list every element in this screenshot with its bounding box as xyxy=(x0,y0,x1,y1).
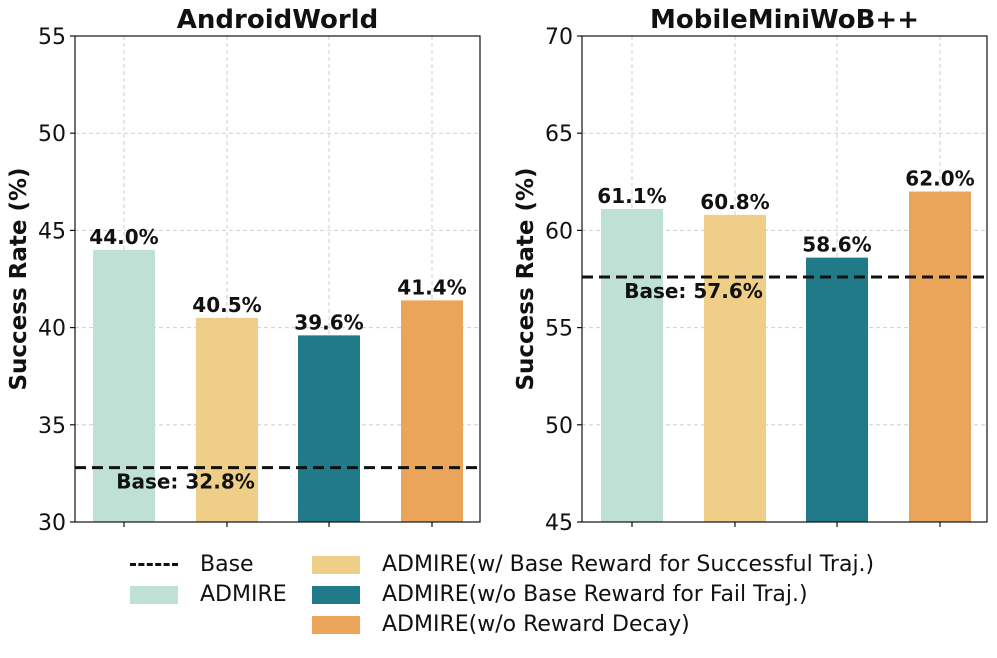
bar xyxy=(196,317,258,522)
y-tick-label: 30 xyxy=(38,511,66,536)
legend-swatch xyxy=(312,555,360,574)
y-axis-label: Success Rate (%) xyxy=(513,167,539,390)
value-label: 41.4% xyxy=(397,275,466,299)
legend-item-no-base-reward-fail: ADMIRE(w/o Base Reward for Fail Traj.) xyxy=(312,582,808,607)
y-tick-label: 55 xyxy=(38,25,66,50)
bar xyxy=(298,335,360,522)
legend-label: ADMIRE xyxy=(200,582,287,607)
y-tick-label: 45 xyxy=(38,219,66,244)
y-tick-label: 50 xyxy=(545,414,573,439)
legend-swatch xyxy=(130,585,178,604)
legend-label: ADMIRE(w/ Base Reward for Successful Tra… xyxy=(382,552,875,577)
legend-item-admire: ADMIRE xyxy=(130,582,287,607)
legend-dash-swatch xyxy=(130,563,178,566)
value-label: 60.8% xyxy=(700,190,769,214)
legend-label: ADMIRE(w/o Base Reward for Fail Traj.) xyxy=(382,582,808,607)
bar xyxy=(806,257,868,522)
chart-panel-1: 44.0% 40.5% 39.6% 41.4% Base: 32.8% 30 35 40 45 5… xyxy=(6,5,481,536)
bar xyxy=(704,214,766,522)
y-tick-label: 50 xyxy=(38,122,66,147)
legend-item-base-reward-success: ADMIRE(w/ Base Reward for Successful Tra… xyxy=(312,552,874,577)
y-tick-label: 65 xyxy=(545,122,573,147)
bar xyxy=(401,300,463,522)
baseline-label: Base: 57.6% xyxy=(624,279,763,303)
value-label: 39.6% xyxy=(294,310,363,334)
value-label: 58.6% xyxy=(802,233,871,257)
chart-panel-2: 61.1% 60.8% 58.6% 62.0% Base: 57.6% 45 50 55 60 6… xyxy=(513,5,988,536)
bar xyxy=(93,249,155,522)
figure: 44.0% 40.5% 39.6% 41.4% Base: 32.8% 30 35 40 45 5… xyxy=(6,5,988,536)
y-tick-label: 35 xyxy=(38,414,66,439)
y-tick-label: 40 xyxy=(38,317,66,342)
legend: Base ADMIRE ADMIRE(w/ Base Reward for Su… xyxy=(0,548,997,658)
value-label: 61.1% xyxy=(597,184,666,208)
y-tick-label: 70 xyxy=(545,25,573,50)
legend-swatch xyxy=(312,585,360,604)
value-label: 62.0% xyxy=(905,167,974,191)
y-axis-label: Success Rate (%) xyxy=(6,167,32,390)
axes-frame xyxy=(74,35,481,523)
value-label: 40.5% xyxy=(192,293,261,317)
legend-swatch xyxy=(312,615,360,634)
baseline-label: Base: 32.8% xyxy=(116,470,255,494)
chart-title: MobileMiniWoB++ xyxy=(650,5,919,35)
legend-item-no-reward-decay: ADMIRE(w/o Reward Decay) xyxy=(312,612,690,637)
bar xyxy=(909,191,971,522)
chart-title: AndroidWorld xyxy=(177,5,378,35)
bar xyxy=(601,209,663,523)
legend-label: ADMIRE(w/o Reward Decay) xyxy=(382,612,690,637)
axes-frame xyxy=(581,35,988,523)
y-tick-label: 60 xyxy=(545,219,573,244)
legend-item-base: Base xyxy=(130,552,254,577)
y-tick-label: 55 xyxy=(545,317,573,342)
legend-label-base: Base xyxy=(200,552,254,577)
y-tick-label: 45 xyxy=(545,511,573,536)
value-label: 44.0% xyxy=(89,225,158,249)
